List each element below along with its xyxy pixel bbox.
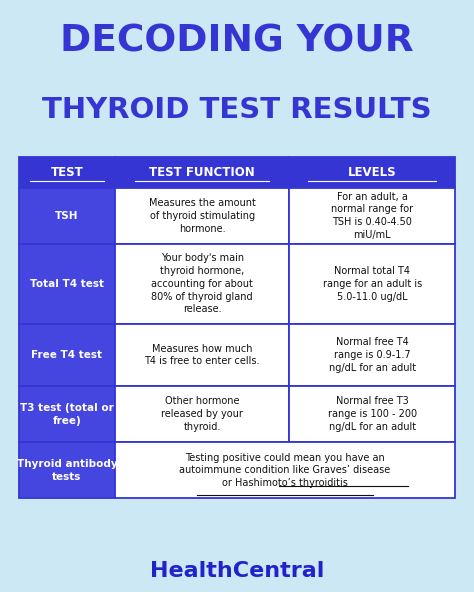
Text: DECODING YOUR: DECODING YOUR xyxy=(60,24,414,59)
Bar xyxy=(115,442,455,498)
Text: HealthCentral: HealthCentral xyxy=(150,561,324,581)
Text: Total T4 test: Total T4 test xyxy=(30,279,104,289)
Text: LEVELS: LEVELS xyxy=(348,166,396,179)
Bar xyxy=(289,157,455,188)
Bar xyxy=(19,386,115,442)
Bar xyxy=(115,386,289,442)
Text: Normal free T3
range is 100 - 200
ng/dL for an adult: Normal free T3 range is 100 - 200 ng/dL … xyxy=(328,396,417,432)
Text: Measures how much
T4 is free to enter cells.: Measures how much T4 is free to enter ce… xyxy=(145,343,260,366)
Text: For an adult, a
normal range for
TSH is 0.40-4.50
miU/mL: For an adult, a normal range for TSH is … xyxy=(331,192,413,240)
Bar xyxy=(19,188,115,244)
Bar xyxy=(115,244,289,324)
Text: Other hormone
released by your
thyroid.: Other hormone released by your thyroid. xyxy=(161,396,243,432)
Text: TEST: TEST xyxy=(51,166,83,179)
Text: TSH: TSH xyxy=(55,211,79,221)
Text: Normal total T4
range for an adult is
5.0-11.0 ug/dL: Normal total T4 range for an adult is 5.… xyxy=(323,266,422,302)
Text: TEST FUNCTION: TEST FUNCTION xyxy=(149,166,255,179)
Bar xyxy=(289,324,455,386)
Text: Thyroid antibody
tests: Thyroid antibody tests xyxy=(17,459,117,482)
Text: Normal free T4
range is 0.9-1.7
ng/dL for an adult: Normal free T4 range is 0.9-1.7 ng/dL fo… xyxy=(328,337,416,373)
Bar xyxy=(289,386,455,442)
Bar xyxy=(115,188,289,244)
Bar xyxy=(115,157,289,188)
Bar xyxy=(289,188,455,244)
Bar xyxy=(19,157,115,188)
Bar xyxy=(19,324,115,386)
Bar xyxy=(115,324,289,386)
Text: Free T4 test: Free T4 test xyxy=(31,350,102,360)
Text: T3 test (total or
free): T3 test (total or free) xyxy=(20,403,114,426)
Text: Testing positive could mean you have an
autoimmune condition like Graves’ diseas: Testing positive could mean you have an … xyxy=(179,452,391,488)
Text: THYROID TEST RESULTS: THYROID TEST RESULTS xyxy=(42,95,432,124)
Text: Measures the amount
of thyroid stimulating
hormone.: Measures the amount of thyroid stimulati… xyxy=(149,198,255,234)
Bar xyxy=(19,442,115,498)
Text: Your body's main
thyroid hormone,
accounting for about
80% of thyroid gland
rele: Your body's main thyroid hormone, accoun… xyxy=(151,253,253,314)
Bar xyxy=(289,244,455,324)
Bar xyxy=(19,244,115,324)
